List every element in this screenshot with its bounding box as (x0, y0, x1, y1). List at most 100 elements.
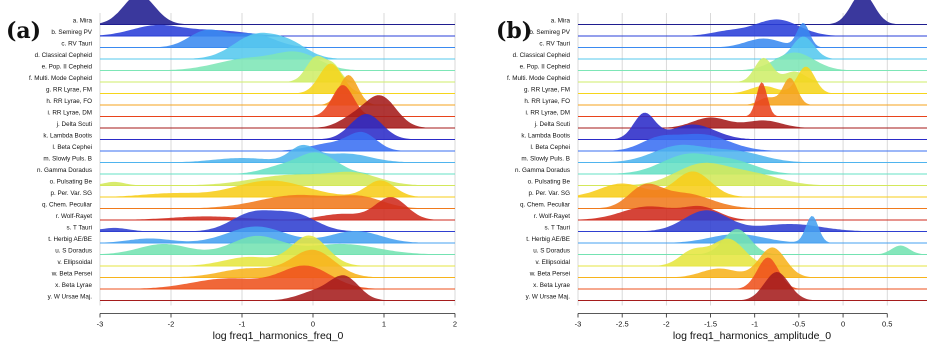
row-label: x. Beta Lyrae (533, 282, 570, 289)
row-label: g. RR Lyrae, FM (524, 87, 570, 94)
x-tick-label: -1 (751, 320, 758, 329)
density-ridge-b-14 (578, 153, 927, 174)
density-ridge-b-1 (578, 0, 927, 25)
density-ridge-a-22 (100, 235, 455, 266)
row-label: d. Classical Cepheid (513, 52, 571, 59)
row-label: m. Slowly Puls. B (521, 156, 570, 163)
x-tick-label: -1.5 (704, 320, 717, 329)
row-label: t. Herbig AE/BE (48, 236, 92, 243)
row-label: b. Semireg PV (51, 29, 92, 36)
density-ridge-b-24 (578, 257, 927, 289)
density-ridge-b-10 (578, 117, 927, 128)
row-label: i. RR Lyrae, DM (47, 110, 92, 117)
row-label: f. Multi. Mode Cepheid (29, 75, 92, 82)
row-label: a. Mira (551, 18, 571, 25)
panel-b: log freq1_harmonics_amplitude_0 a. Mira b… (496, 0, 927, 342)
row-label: c. RV Tauri (539, 41, 570, 48)
density-ridge-b-21 (578, 229, 927, 255)
panel-a-letter: (a) (6, 18, 41, 44)
row-label: e. Pop. II Cepheid (42, 64, 93, 71)
density-ridge-a-1 (100, 0, 455, 25)
row-label: u. S Doradus (55, 248, 92, 255)
row-label: b. Semireg PV (529, 29, 570, 36)
x-tick-label: 2 (453, 320, 457, 329)
density-ridge-a-24 (100, 265, 455, 289)
row-label: y. W Ursae Maj. (48, 294, 93, 301)
row-label: o. Pulsating Be (528, 179, 571, 186)
row-label: m. Slowly Puls. B (43, 156, 92, 163)
row-label: v. Ellipsoidal (535, 259, 570, 266)
row-label: r. Wolf-Rayet (56, 213, 93, 220)
density-ridge-a-10 (100, 95, 455, 128)
density-ridge-a-21 (100, 235, 455, 255)
row-label: d. Classical Cepheid (35, 52, 93, 59)
panel-a: log freq1_harmonics_freq_0 a. Mira b. Sem… (6, 0, 457, 342)
panel-a-x-axis-title: log freq1_harmonics_freq_0 (213, 330, 344, 342)
row-label: j. Delta Scuti (56, 121, 92, 128)
row-label: u. S Doradus (533, 248, 570, 255)
x-tick-label: 0 (311, 320, 315, 329)
row-label: w. Beta Persei (51, 271, 92, 278)
row-label: i. RR Lyrae, DM (525, 110, 570, 117)
density-ridge-a-14 (100, 152, 455, 174)
density-ridge-b-2 (578, 19, 927, 36)
density-ridge-b-15 (578, 162, 927, 186)
row-label: h. RR Lyrae, FO (524, 98, 570, 105)
row-label: s. T Tauri (66, 225, 92, 232)
x-tick-label: -2.5 (616, 320, 629, 329)
density-ridge-a-5 (100, 51, 455, 71)
density-ridge-a-3 (100, 29, 455, 48)
density-ridge-a-16 (100, 180, 455, 197)
panel-b-letter: (b) (496, 18, 532, 44)
density-ridge-b-17 (578, 183, 927, 209)
row-label: x. Beta Lyrae (55, 282, 92, 289)
row-label: w. Beta Persei (529, 271, 570, 278)
row-label: n. Gamma Doradus (515, 167, 570, 174)
density-ridge-a-12 (100, 131, 455, 151)
density-ridge-b-13 (578, 144, 927, 163)
density-ridge-b-22 (578, 238, 927, 266)
row-label: j. Delta Scuti (534, 121, 570, 128)
row-label: f. Multi. Mode Cepheid (507, 75, 570, 82)
panel-b-x-axis-title: log freq1_harmonics_amplitude_0 (673, 330, 831, 342)
row-label: p. Per. Var. SG (528, 190, 570, 197)
density-ridge-a-9 (100, 85, 455, 117)
row-label: q. Chem. Peculiar (520, 202, 570, 209)
row-label: l. Beta Cephei (530, 144, 570, 151)
density-ridge-b-3 (578, 22, 927, 48)
x-tick-label: -1 (239, 320, 246, 329)
row-label: a. Mira (73, 18, 93, 25)
x-tick-label: -3 (97, 320, 104, 329)
x-tick-label: -2 (168, 320, 175, 329)
density-ridge-a-17 (100, 194, 455, 209)
density-ridge-a-2 (100, 24, 455, 36)
density-ridge-a-8 (100, 75, 455, 105)
row-label: k. Lambda Bootis (521, 133, 570, 140)
density-ridge-b-9 (578, 82, 927, 117)
row-label: l. Beta Cephei (52, 144, 92, 151)
row-label: k. Lambda Bootis (43, 133, 92, 140)
row-label: q. Chem. Peculiar (42, 202, 92, 209)
x-tick-label: -0.5 (792, 320, 805, 329)
density-ridge-a-20 (100, 226, 455, 243)
row-label: c. RV Tauri (61, 41, 92, 48)
density-ridge-a-25 (100, 275, 455, 301)
row-label: h. RR Lyrae, FO (46, 98, 92, 105)
density-ridge-a-18 (100, 197, 455, 220)
x-tick-label: 1 (382, 320, 386, 329)
density-ridge-a-13 (100, 144, 455, 163)
row-label: p. Per. Var. SG (50, 190, 92, 197)
row-label: r. Wolf-Rayet (534, 213, 571, 220)
x-tick-label: -2 (663, 320, 670, 329)
density-ridge-a-15 (100, 171, 455, 186)
density-ridge-b-6 (578, 57, 927, 82)
density-ridge-a-19 (100, 210, 455, 232)
density-ridge-a-23 (100, 249, 455, 278)
density-ridge-b-12 (578, 133, 927, 151)
density-ridge-b-18 (578, 205, 927, 220)
density-ridge-b-11 (578, 112, 927, 140)
density-ridge-b-19 (578, 210, 927, 232)
density-ridge-a-4 (100, 32, 455, 59)
row-label: y. W Ursae Maj. (526, 294, 571, 301)
